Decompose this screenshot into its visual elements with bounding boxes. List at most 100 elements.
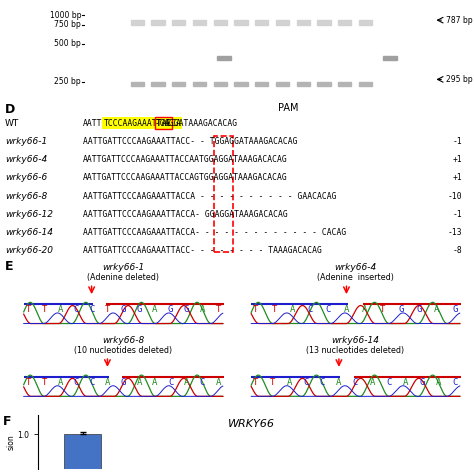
Bar — [151, 82, 164, 86]
Bar — [297, 20, 310, 25]
Text: G: G — [452, 305, 458, 314]
Bar — [172, 20, 185, 25]
Bar — [217, 56, 231, 60]
Bar — [359, 82, 372, 86]
Text: A: A — [57, 378, 63, 387]
Text: AATTGATTCCCAAGAAATTACCA- GGAGGATAAAGACACAG: AATTGATTCCCAAGAAATTACCA- GGAGGATAAAGACAC… — [83, 210, 288, 219]
Bar — [193, 20, 206, 25]
Text: T: T — [26, 305, 31, 314]
Bar — [214, 136, 233, 252]
Text: G: G — [120, 378, 126, 387]
Text: AATTGATTCCCAAGAAATTACCA- - - - - - - - - - - - - CACAG: AATTGATTCCCAAGAAATTACCA- - - - - - - - -… — [83, 228, 346, 237]
Text: (10 nucleotides deleted): (10 nucleotides deleted) — [74, 346, 173, 356]
Text: T: T — [270, 378, 275, 387]
Text: C: C — [326, 305, 331, 314]
Text: 750 bp: 750 bp — [55, 20, 81, 29]
Bar — [318, 82, 331, 86]
Text: C: C — [89, 305, 94, 314]
Text: A: A — [362, 305, 367, 314]
Text: C: C — [452, 378, 458, 387]
Text: G: G — [398, 305, 403, 314]
Text: -1: -1 — [452, 210, 462, 219]
Text: T: T — [253, 305, 259, 314]
Text: wrky66-4: wrky66-4 — [334, 263, 377, 272]
Text: AATTGATTCCCAAGAAATTACCAGTGGAGGATAAAGACACAG: AATTGATTCCCAAGAAATTACCAGTGGAGGATAAAGACAC… — [83, 173, 288, 182]
Text: G: G — [416, 305, 421, 314]
Text: 1000 bp: 1000 bp — [50, 11, 81, 20]
Text: E: E — [5, 260, 13, 273]
Text: AATTGATTCCCAAGAAATTACC- - - - - - - - TAAAGACACAG: AATTGATTCCCAAGAAATTACC- - - - - - - - TA… — [83, 246, 322, 255]
Text: (13 nucleotides deleted): (13 nucleotides deleted) — [306, 346, 405, 356]
Bar — [193, 82, 206, 86]
Text: WRKY66: WRKY66 — [228, 419, 274, 429]
Text: C: C — [89, 378, 94, 387]
Text: A: A — [137, 378, 142, 387]
Text: 500 bp: 500 bp — [55, 39, 81, 48]
Text: T: T — [253, 378, 259, 387]
Bar — [383, 56, 397, 60]
Text: 295 bp: 295 bp — [447, 75, 473, 84]
Text: C: C — [386, 378, 392, 387]
Text: G: G — [137, 305, 142, 314]
Text: A: A — [336, 378, 342, 387]
Text: C: C — [168, 378, 173, 387]
Bar — [151, 20, 164, 25]
Text: D: D — [5, 103, 15, 116]
Bar — [338, 20, 351, 25]
Text: C: C — [303, 378, 309, 387]
Text: -10: -10 — [447, 191, 462, 201]
Text: T: T — [380, 305, 385, 314]
Text: 787 bp: 787 bp — [447, 16, 473, 25]
Text: G: G — [184, 305, 189, 314]
Bar — [318, 20, 331, 25]
Bar — [131, 82, 144, 86]
Bar — [172, 82, 185, 86]
Text: F: F — [3, 415, 11, 428]
Text: T: T — [26, 378, 31, 387]
Bar — [214, 82, 227, 86]
Text: C: C — [353, 378, 358, 387]
Text: TCCCAAGAAATTACCA: TCCCAAGAAATTACCA — [103, 118, 182, 128]
Text: wrky66-1: wrky66-1 — [5, 137, 47, 146]
Bar — [64, 434, 101, 469]
Text: T: T — [42, 378, 47, 387]
Text: wrky66-8: wrky66-8 — [102, 336, 145, 345]
Text: C: C — [200, 378, 205, 387]
Text: A: A — [105, 378, 110, 387]
Text: A: A — [152, 378, 157, 387]
Text: wrky66-14: wrky66-14 — [331, 336, 380, 345]
Text: T: T — [105, 305, 110, 314]
Text: C: C — [308, 305, 313, 314]
Text: G: G — [120, 305, 126, 314]
Bar — [214, 20, 227, 25]
Text: C: C — [73, 378, 79, 387]
Text: -8: -8 — [452, 246, 462, 255]
Text: AATTGAT: AATTGAT — [83, 118, 117, 128]
Text: wrky66-12: wrky66-12 — [5, 210, 53, 219]
Bar — [255, 20, 268, 25]
Text: AATTGATTCCCAAGAAATTACC- - TGGAGGATAAAGACACAG: AATTGATTCCCAAGAAATTACC- - TGGAGGATAAAGAC… — [83, 137, 298, 146]
Text: C: C — [73, 305, 79, 314]
Text: A: A — [184, 378, 189, 387]
Text: -: - — [150, 118, 160, 128]
Text: T: T — [42, 305, 47, 314]
Text: +1: +1 — [452, 155, 462, 164]
Text: wrky66-20: wrky66-20 — [5, 246, 53, 255]
Text: T: T — [272, 305, 277, 314]
Text: -1: -1 — [452, 137, 462, 146]
Text: A: A — [286, 378, 292, 387]
Bar — [276, 20, 289, 25]
Text: AATTGATTCCCAAGAAATTACCAATGGAGGATAAAGACACAG: AATTGATTCCCAAGAAATTACCAATGGAGGATAAAGACAC… — [83, 155, 288, 164]
Text: A: A — [152, 305, 157, 314]
Bar — [255, 82, 268, 86]
Bar — [276, 82, 289, 86]
Text: A: A — [215, 378, 221, 387]
Text: A: A — [290, 305, 295, 314]
Text: A: A — [436, 378, 441, 387]
Bar — [235, 20, 247, 25]
Text: A: A — [57, 305, 63, 314]
Text: 250 bp: 250 bp — [55, 77, 81, 86]
Text: AGGATAAAGACACAG: AGGATAAAGACACAG — [164, 118, 237, 128]
Text: wrky66-6: wrky66-6 — [5, 173, 47, 182]
Text: wrky66-14: wrky66-14 — [5, 228, 53, 237]
